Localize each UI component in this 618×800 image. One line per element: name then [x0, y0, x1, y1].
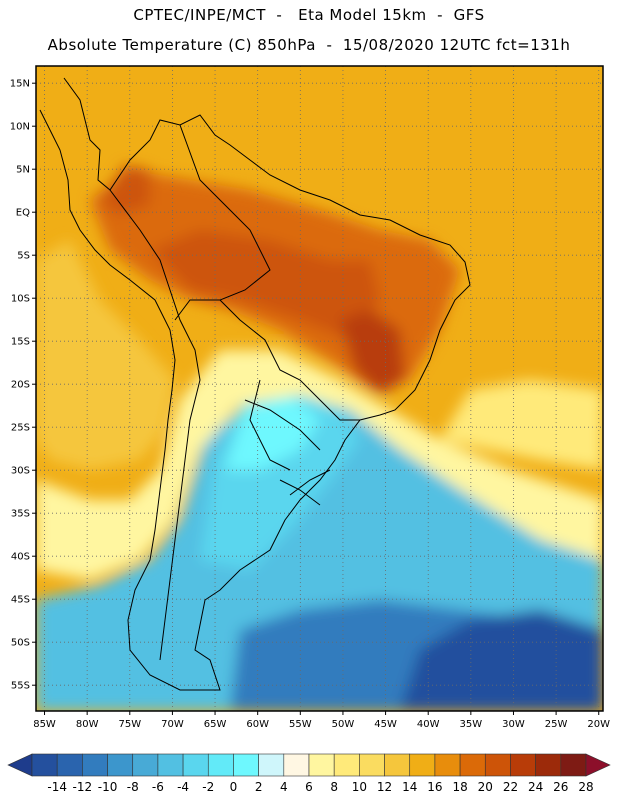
lon-tick-label: 30W — [502, 719, 525, 730]
colorbar-cell — [308, 753, 335, 777]
colorbar-cell — [359, 753, 385, 777]
colorbar-max-arrow — [585, 753, 611, 777]
lon-tick-label: 85W — [33, 719, 56, 730]
lon-tick-label: 20W — [587, 719, 610, 730]
colorbar-label: 10 — [352, 780, 367, 794]
lat-tick-label: 30S — [11, 466, 30, 477]
colorbar-cell — [409, 753, 436, 777]
colorbar-label: -8 — [127, 780, 139, 794]
field-pale-ne — [440, 380, 603, 470]
colorbar-cell — [82, 753, 108, 777]
lat-tick-label: EQ — [16, 208, 30, 219]
lat-tick-label: 20S — [11, 380, 30, 391]
colorbar-label: -6 — [152, 780, 164, 794]
lon-tick-label: 70W — [161, 719, 184, 730]
lon-tick-label: 40W — [417, 719, 440, 730]
colorbar-min-arrow — [7, 753, 33, 777]
lat-tick-label: 10S — [11, 294, 30, 305]
coastline-and-borders — [39, 77, 471, 691]
lat-tick-label: 15S — [11, 337, 30, 348]
colorbar-label: -14 — [47, 780, 67, 794]
colorbar-cell — [510, 753, 536, 777]
colorbar-cell — [233, 753, 259, 777]
lat-tick-label: 45S — [11, 595, 30, 606]
colorbar-label: -2 — [202, 780, 214, 794]
colorbar-label: 2 — [255, 780, 263, 794]
lon-tick-label: 60W — [246, 719, 269, 730]
field-coastal-yellow — [36, 240, 175, 470]
colorbar-cell — [560, 753, 587, 777]
lat-tick-label: 50S — [11, 638, 30, 649]
field-warm-core — [150, 230, 380, 340]
axis-tick-labels: 15N 10N 5N EQ 5S 10S 15S 20S 25S 30S 35S 40S 45S 50S 5… — [10, 79, 610, 730]
lon-tick-label: 75W — [118, 719, 141, 730]
lon-tick-label: 35W — [460, 719, 483, 730]
colorbar-cell — [31, 753, 58, 777]
lat-tick-label: 15N — [10, 79, 30, 90]
colorbar-label: -4 — [177, 780, 189, 794]
field-warm-se — [340, 310, 405, 395]
colorbar-label: -12 — [73, 780, 93, 794]
map-title-line-1: CPTEC/INPE/MCT - Eta Model 15km - GFS — [133, 6, 485, 24]
lat-tick-label: 5N — [16, 165, 30, 176]
lon-tick-label: 80W — [76, 719, 99, 730]
map-title-line-2: Absolute Temperature (C) 850hPa - 15/08/… — [47, 36, 571, 54]
colorbar-label: 12 — [377, 780, 392, 794]
lat-tick-label: 25S — [11, 423, 30, 434]
colorbar: -14 -12 -10 -8 -6 -4 -2 0 2 4 6 8 10 12 14 16 18 20 22 24 26… — [7, 753, 611, 794]
colorbar-label: 18 — [452, 780, 467, 794]
colorbar-cell — [484, 753, 511, 777]
colorbar-label: 16 — [427, 780, 442, 794]
andes-border — [109, 189, 201, 661]
colorbar-label: 22 — [503, 780, 518, 794]
colorbar-label: 14 — [402, 780, 417, 794]
brazil-border — [179, 124, 360, 421]
map-frame — [35, 65, 604, 712]
field-warm-nw — [100, 165, 150, 215]
lon-tick-label: 65W — [204, 719, 227, 730]
lat-tick-label: 40S — [11, 552, 30, 563]
colorbar-cell — [182, 753, 209, 777]
colorbar-label: 4 — [280, 780, 288, 794]
lat-tick-label: 5S — [17, 251, 30, 262]
colorbar-label: 8 — [330, 780, 338, 794]
graticule — [36, 66, 603, 711]
colorbar-label: 24 — [528, 780, 543, 794]
lat-tick-label: 35S — [11, 509, 30, 520]
lon-tick-label: 25W — [545, 719, 568, 730]
colorbar-labels: -14 -12 -10 -8 -6 -4 -2 0 2 4 6 8 10 12 14 16 18 20 22 24 26… — [47, 780, 593, 794]
colorbar-cells — [7, 753, 611, 777]
field-pale-band — [36, 350, 603, 580]
colorbar-label: -10 — [98, 780, 118, 794]
colorbar-cell — [434, 753, 461, 777]
lon-tick-label: 55W — [289, 719, 312, 730]
lon-tick-label: 50W — [332, 719, 355, 730]
south-america-coastline — [39, 77, 471, 691]
colorbar-cell — [283, 753, 310, 777]
colorbar-cell — [258, 753, 285, 777]
colorbar-cell — [107, 753, 134, 777]
lat-tick-label: 55S — [11, 681, 30, 692]
colorbar-label: 20 — [478, 780, 493, 794]
lon-tick-label: 45W — [374, 719, 397, 730]
colorbar-label: 6 — [305, 780, 313, 794]
colorbar-cell — [56, 753, 83, 777]
lat-tick-label: 10N — [10, 122, 30, 133]
interior-borders — [174, 299, 331, 506]
colorbar-label: 0 — [230, 780, 238, 794]
colorbar-cell — [157, 753, 184, 777]
colorbar-cell — [207, 753, 234, 777]
temperature-field — [36, 66, 603, 711]
colorbar-label: 26 — [553, 780, 568, 794]
colorbar-cell — [384, 753, 411, 777]
colorbar-cell — [132, 753, 159, 777]
field-cyan-bright — [225, 395, 320, 470]
field-cold-core — [400, 610, 603, 711]
colorbar-cell — [535, 753, 562, 777]
colorbar-label: 28 — [578, 780, 593, 794]
colorbar-cell — [333, 753, 360, 777]
colorbar-cell — [459, 753, 486, 777]
